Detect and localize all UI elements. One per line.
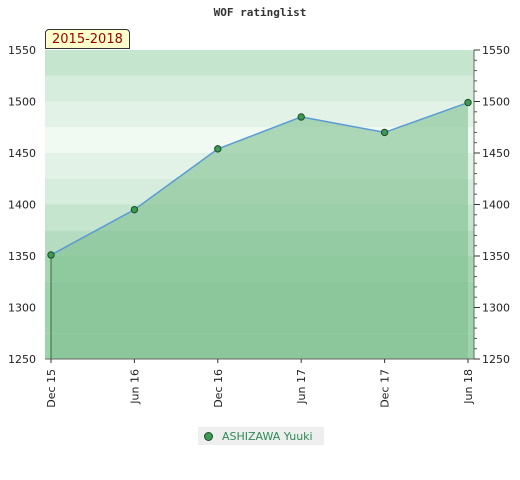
- x-tick-label: Dec 15: [45, 369, 58, 408]
- points-layer: [47, 98, 472, 259]
- y-tick-label-right: 1450: [482, 147, 510, 160]
- background-band: [45, 75, 474, 102]
- x-tick-label: Dec 17: [379, 369, 392, 408]
- background-band: [45, 101, 474, 128]
- area-layer: [50, 101, 469, 359]
- x-tick-label: Jun 17: [295, 369, 308, 405]
- data-point: [130, 205, 139, 214]
- y-tick-label-left: 1350: [8, 250, 36, 263]
- data-point: [380, 128, 389, 137]
- y-tick-label-right: 1550: [482, 44, 510, 57]
- x-tick-label: Jun 16: [128, 369, 141, 405]
- chart-title: WOF ratinglist: [213, 6, 307, 19]
- y-tick-label-left: 1300: [8, 302, 36, 315]
- x-tick-label: Dec 16: [212, 369, 225, 408]
- y-tick-label-left: 1550: [8, 44, 36, 57]
- y-tick-label-left: 1400: [8, 199, 36, 212]
- data-point: [214, 145, 222, 153]
- series-line: [50, 101, 469, 256]
- y-tick-label-right: 1350: [482, 250, 510, 263]
- y-tick-label-left: 1450: [8, 147, 36, 160]
- y-tick-label-left: 1500: [8, 96, 36, 109]
- data-point: [297, 113, 305, 121]
- period-badge: 2015-2018: [45, 29, 130, 49]
- y-tick-label-right: 1400: [482, 199, 510, 212]
- legend-label: ASHIZAWA Yuuki: [222, 429, 313, 443]
- x-tick-label: Jun 18: [462, 369, 475, 405]
- series-area: [51, 102, 468, 359]
- data-point: [47, 251, 55, 259]
- legend: ASHIZAWA Yuuki: [198, 427, 324, 445]
- y-tick-label-right: 1250: [482, 353, 510, 366]
- y-tick-label-right: 1500: [482, 96, 510, 109]
- axis-layer: 1250 1250 1300 1300 1350 1350 1400 1400 1450 1450…: [8, 44, 510, 408]
- background-band: [45, 50, 474, 76]
- data-point: [464, 98, 472, 107]
- y-tick-label-left: 1250: [8, 353, 36, 366]
- legend-marker: [204, 431, 213, 441]
- y-tick-label-right: 1300: [482, 302, 510, 315]
